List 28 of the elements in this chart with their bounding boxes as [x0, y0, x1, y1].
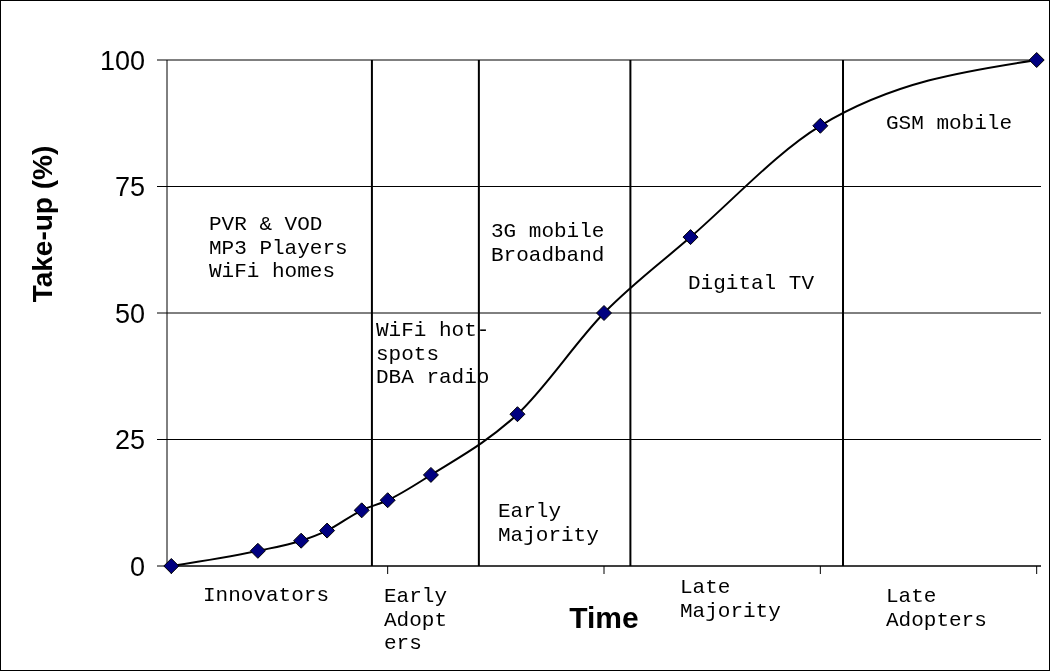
y-tick-label: 100 [99, 45, 145, 76]
text: Early Adopt ers [384, 585, 448, 655]
point [249, 542, 266, 559]
annotation: 3G mobile Broadband [491, 220, 605, 267]
point [812, 117, 829, 134]
point [682, 229, 699, 246]
y-tick-label: 50 [114, 298, 145, 329]
point [1028, 52, 1045, 68]
annotation: Early Majority [498, 500, 599, 547]
annotation: Digital TV [688, 272, 815, 295]
y-axis-title: Take-up (%) [27, 145, 58, 303]
point [353, 502, 370, 519]
x-axis-title: Time [569, 601, 639, 634]
point [596, 305, 612, 321]
text: Innovators [203, 584, 330, 607]
point [163, 558, 180, 574]
y-tick-label: 25 [114, 425, 145, 456]
text: Late Majority [680, 576, 781, 623]
point [379, 492, 396, 509]
y-tick-label: 0 [129, 551, 145, 582]
point [422, 466, 439, 483]
text: Late Adopters [886, 585, 987, 632]
point [293, 532, 310, 549]
point [319, 522, 336, 539]
point [509, 406, 526, 423]
annotation: GSM mobile [886, 112, 1013, 135]
annotation: PVR & VOD MP3 Players WiFi homes [209, 213, 348, 283]
y-tick-label: 75 [114, 172, 145, 203]
